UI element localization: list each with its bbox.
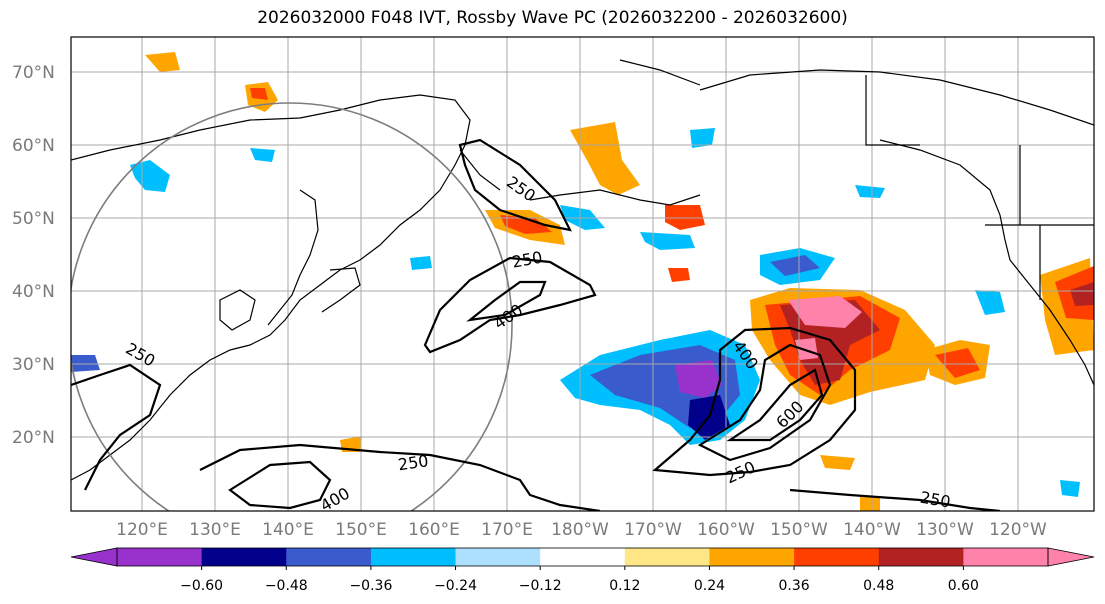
lon-label: 150°W — [770, 520, 828, 540]
colorbar-bin — [201, 548, 287, 566]
lat-label: 20°N — [12, 428, 55, 448]
lat-label: 50°N — [12, 209, 55, 229]
colorbar-tick-label: −0.12 — [519, 578, 562, 594]
colorbar-bin — [455, 548, 541, 566]
lon-label: 130°E — [189, 520, 241, 540]
colorbar-ticks: −0.60 −0.48 −0.36 −0.24 −0.12 0.12 0.24 0.36 0.4… — [180, 566, 979, 594]
negative-anomaly-region — [855, 185, 885, 198]
colorbar-bin — [370, 548, 457, 566]
lon-label: 130°W — [916, 520, 974, 540]
negative-anomaly-region — [130, 160, 170, 192]
coastlines — [71, 59, 1094, 481]
lon-label: 170°W — [624, 520, 682, 540]
negative-anomaly-region — [640, 232, 695, 250]
positive-anomaly-region — [250, 88, 268, 100]
colorbar-tick-label: −0.36 — [349, 578, 392, 594]
colorbar-tick-label: −0.60 — [180, 578, 223, 594]
colorbar-tick-label: 0.60 — [948, 578, 979, 594]
colorbar-tick-label: 0.12 — [609, 578, 640, 594]
longitude-labels: 120°E 130°E 140°E 150°E 160°E 170°E 180°… — [116, 520, 1047, 540]
positive-anomaly-region — [795, 338, 818, 360]
colorbar-bin — [624, 548, 710, 566]
positive-anomaly-region — [860, 496, 880, 511]
colorbar: −0.60 −0.48 −0.36 −0.24 −0.12 0.12 0.24 0.36 0.4… — [70, 547, 1095, 594]
negative-anomaly-region — [770, 255, 820, 276]
lon-label: 150°E — [335, 520, 387, 540]
contour-label: 250 — [397, 451, 430, 474]
positive-anomaly-region — [788, 296, 862, 328]
negative-anomaly-region — [675, 360, 722, 398]
negative-anomaly-region — [250, 148, 275, 162]
map-panel — [71, 37, 1094, 511]
colorbar-min-arrow — [70, 547, 118, 567]
lat-label: 60°N — [12, 136, 55, 156]
negative-anomaly-region — [410, 256, 432, 270]
colorbar-outline — [116, 547, 1049, 567]
latitude-labels: 70°N 60°N 50°N 40°N 30°N 20°N — [12, 63, 55, 448]
lon-label: 170°E — [481, 520, 533, 540]
positive-anomaly-region — [668, 268, 690, 282]
positive-anomaly-region — [1070, 282, 1094, 306]
colorbar-bin — [540, 548, 626, 566]
positive-anomaly-region — [570, 122, 640, 195]
lon-label: 160°W — [697, 520, 755, 540]
colorbar-tick-label: 0.24 — [694, 578, 725, 594]
lat-label: 70°N — [12, 63, 55, 83]
contour-label: 250 — [919, 488, 952, 512]
lon-label: 140°E — [262, 520, 314, 540]
colorbar-tick-label: −0.48 — [265, 578, 308, 594]
colorbar-segments — [117, 548, 1049, 566]
colorbar-tick-label: 0.48 — [863, 578, 894, 594]
positive-anomaly-region — [820, 455, 855, 470]
positive-anomaly-region — [500, 215, 552, 234]
map-title: 2026032000 F048 IVT, Rossby Wave PC (202… — [257, 8, 848, 28]
negative-anomaly-region — [975, 290, 1005, 315]
lon-label: 120°W — [989, 520, 1047, 540]
graticule — [71, 37, 1094, 511]
colorbar-bin — [117, 548, 203, 566]
negative-anomaly-region — [690, 128, 715, 148]
colorbar-bin — [286, 548, 372, 566]
ivt-contours — [71, 138, 1001, 511]
positive-anomaly-region — [935, 348, 980, 378]
lat-label: 40°N — [12, 282, 55, 302]
colorbar-bin — [709, 548, 795, 566]
lat-label: 30°N — [12, 355, 55, 375]
colorbar-tick-label: −0.24 — [434, 578, 477, 594]
colorbar-tick-label: 0.36 — [779, 578, 810, 594]
colorbar-max-arrow — [1047, 547, 1095, 567]
colorbar-bin — [963, 548, 1049, 566]
lon-label: 160°E — [408, 520, 460, 540]
positive-anomaly-region — [145, 52, 180, 72]
analysis-radius-circle — [71, 102, 513, 511]
lon-label: 140°W — [843, 520, 901, 540]
colorbar-bin — [794, 548, 880, 566]
map-border — [70, 36, 1095, 512]
lon-label: 120°E — [116, 520, 168, 540]
negative-anomaly-region — [1060, 480, 1080, 497]
lon-label: 180°W — [551, 520, 609, 540]
colorbar-bin — [878, 548, 964, 566]
